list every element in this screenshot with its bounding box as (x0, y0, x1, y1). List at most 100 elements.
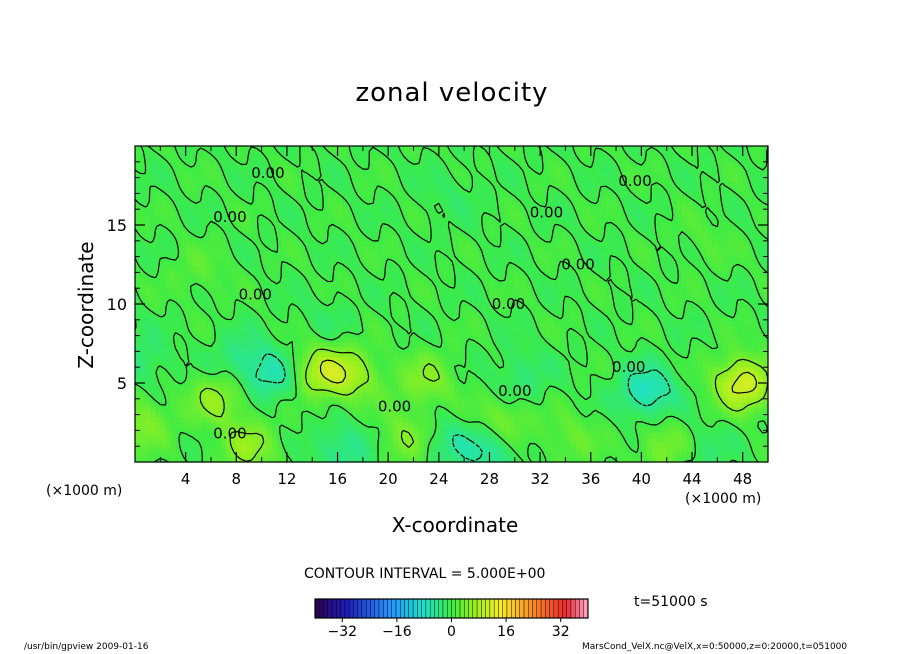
field-cell (489, 261, 496, 267)
field-cell (327, 316, 334, 323)
field-cell (256, 381, 263, 388)
field-cell (276, 456, 283, 463)
field-cell (692, 396, 698, 403)
field-cell (519, 286, 526, 293)
field-cell (170, 431, 177, 438)
field-cell (352, 311, 359, 318)
field-cell (697, 351, 703, 358)
field-cell (307, 406, 313, 413)
field-cell (185, 446, 192, 453)
field-cell (747, 346, 754, 353)
field-cell (494, 306, 501, 313)
field-cell (641, 371, 648, 378)
field-cell (722, 321, 729, 328)
field-cell (499, 266, 506, 272)
field-cell (590, 326, 597, 333)
field-cell (150, 426, 156, 433)
field-cell (550, 446, 556, 453)
field-cell (322, 341, 329, 348)
field-cell (347, 401, 354, 408)
field-cell (347, 426, 354, 433)
field-cell (307, 441, 313, 448)
field-cell (590, 356, 597, 363)
field-cell (494, 281, 501, 288)
field-cell (236, 316, 242, 323)
field-cell (190, 391, 197, 398)
field-cell (742, 416, 749, 423)
field-cell (357, 296, 364, 303)
field-cell (535, 406, 541, 413)
field-cell (145, 291, 151, 298)
field-cell (656, 366, 663, 373)
field-cell (671, 296, 678, 303)
field-cell (367, 421, 374, 428)
field-cell (312, 341, 318, 348)
field-cell (717, 436, 724, 443)
field-cell (347, 436, 354, 443)
field-cell (408, 406, 415, 413)
field-cell (641, 436, 648, 443)
field-cell (342, 356, 349, 363)
field-cell (155, 301, 161, 308)
field-cell (297, 296, 303, 303)
field-cell (464, 306, 470, 313)
field-cell (742, 381, 749, 388)
field-cell (155, 306, 161, 313)
field-cell (605, 331, 612, 338)
field-cell (686, 456, 693, 463)
field-cell (286, 376, 293, 383)
field-cell (611, 291, 617, 298)
field-cell (160, 381, 166, 388)
field-cell (378, 396, 384, 403)
field-cell (621, 376, 627, 383)
field-cell (393, 406, 399, 413)
field-cell (352, 286, 359, 293)
field-cell (692, 321, 698, 328)
field-cell (752, 351, 759, 358)
field-cell (175, 381, 182, 388)
field-cell (489, 381, 496, 388)
field-cell (621, 396, 627, 403)
field-cell (317, 301, 323, 308)
field-cell (646, 336, 653, 343)
field-cell (514, 301, 521, 308)
field-cell (307, 411, 313, 418)
field-cell (737, 421, 744, 428)
field-cell (646, 386, 653, 393)
field-cell (671, 401, 678, 408)
field-cell (626, 261, 632, 267)
field-cell (585, 431, 592, 438)
field-cell (484, 451, 491, 458)
field-cell (226, 406, 232, 413)
field-cell (190, 431, 197, 438)
field-cell (200, 381, 207, 388)
field-cell (676, 406, 683, 413)
field-cell (555, 346, 561, 353)
field-cell (226, 331, 232, 338)
field-cell (722, 386, 729, 393)
field-cell (175, 391, 182, 398)
field-cell (636, 306, 642, 313)
field-cell (135, 286, 141, 293)
field-cell (747, 301, 754, 308)
field-cell (641, 441, 648, 448)
field-cell (357, 436, 364, 443)
field-cell (757, 381, 764, 388)
field-cell (170, 411, 177, 418)
field-cell (464, 366, 470, 373)
field-cell (332, 416, 339, 423)
field-cell (448, 401, 455, 408)
field-cell (702, 276, 708, 283)
field-cell (357, 416, 364, 423)
field-cell (226, 381, 232, 388)
field-cell (605, 261, 612, 267)
field-cell (155, 261, 161, 267)
field-cell (707, 326, 713, 333)
field-cell (180, 431, 187, 438)
field-cell (378, 331, 384, 338)
field-cell (261, 311, 268, 318)
field-cell (398, 426, 404, 433)
field-cell (545, 346, 551, 353)
field-cell (702, 316, 708, 323)
field-cell (205, 391, 212, 398)
